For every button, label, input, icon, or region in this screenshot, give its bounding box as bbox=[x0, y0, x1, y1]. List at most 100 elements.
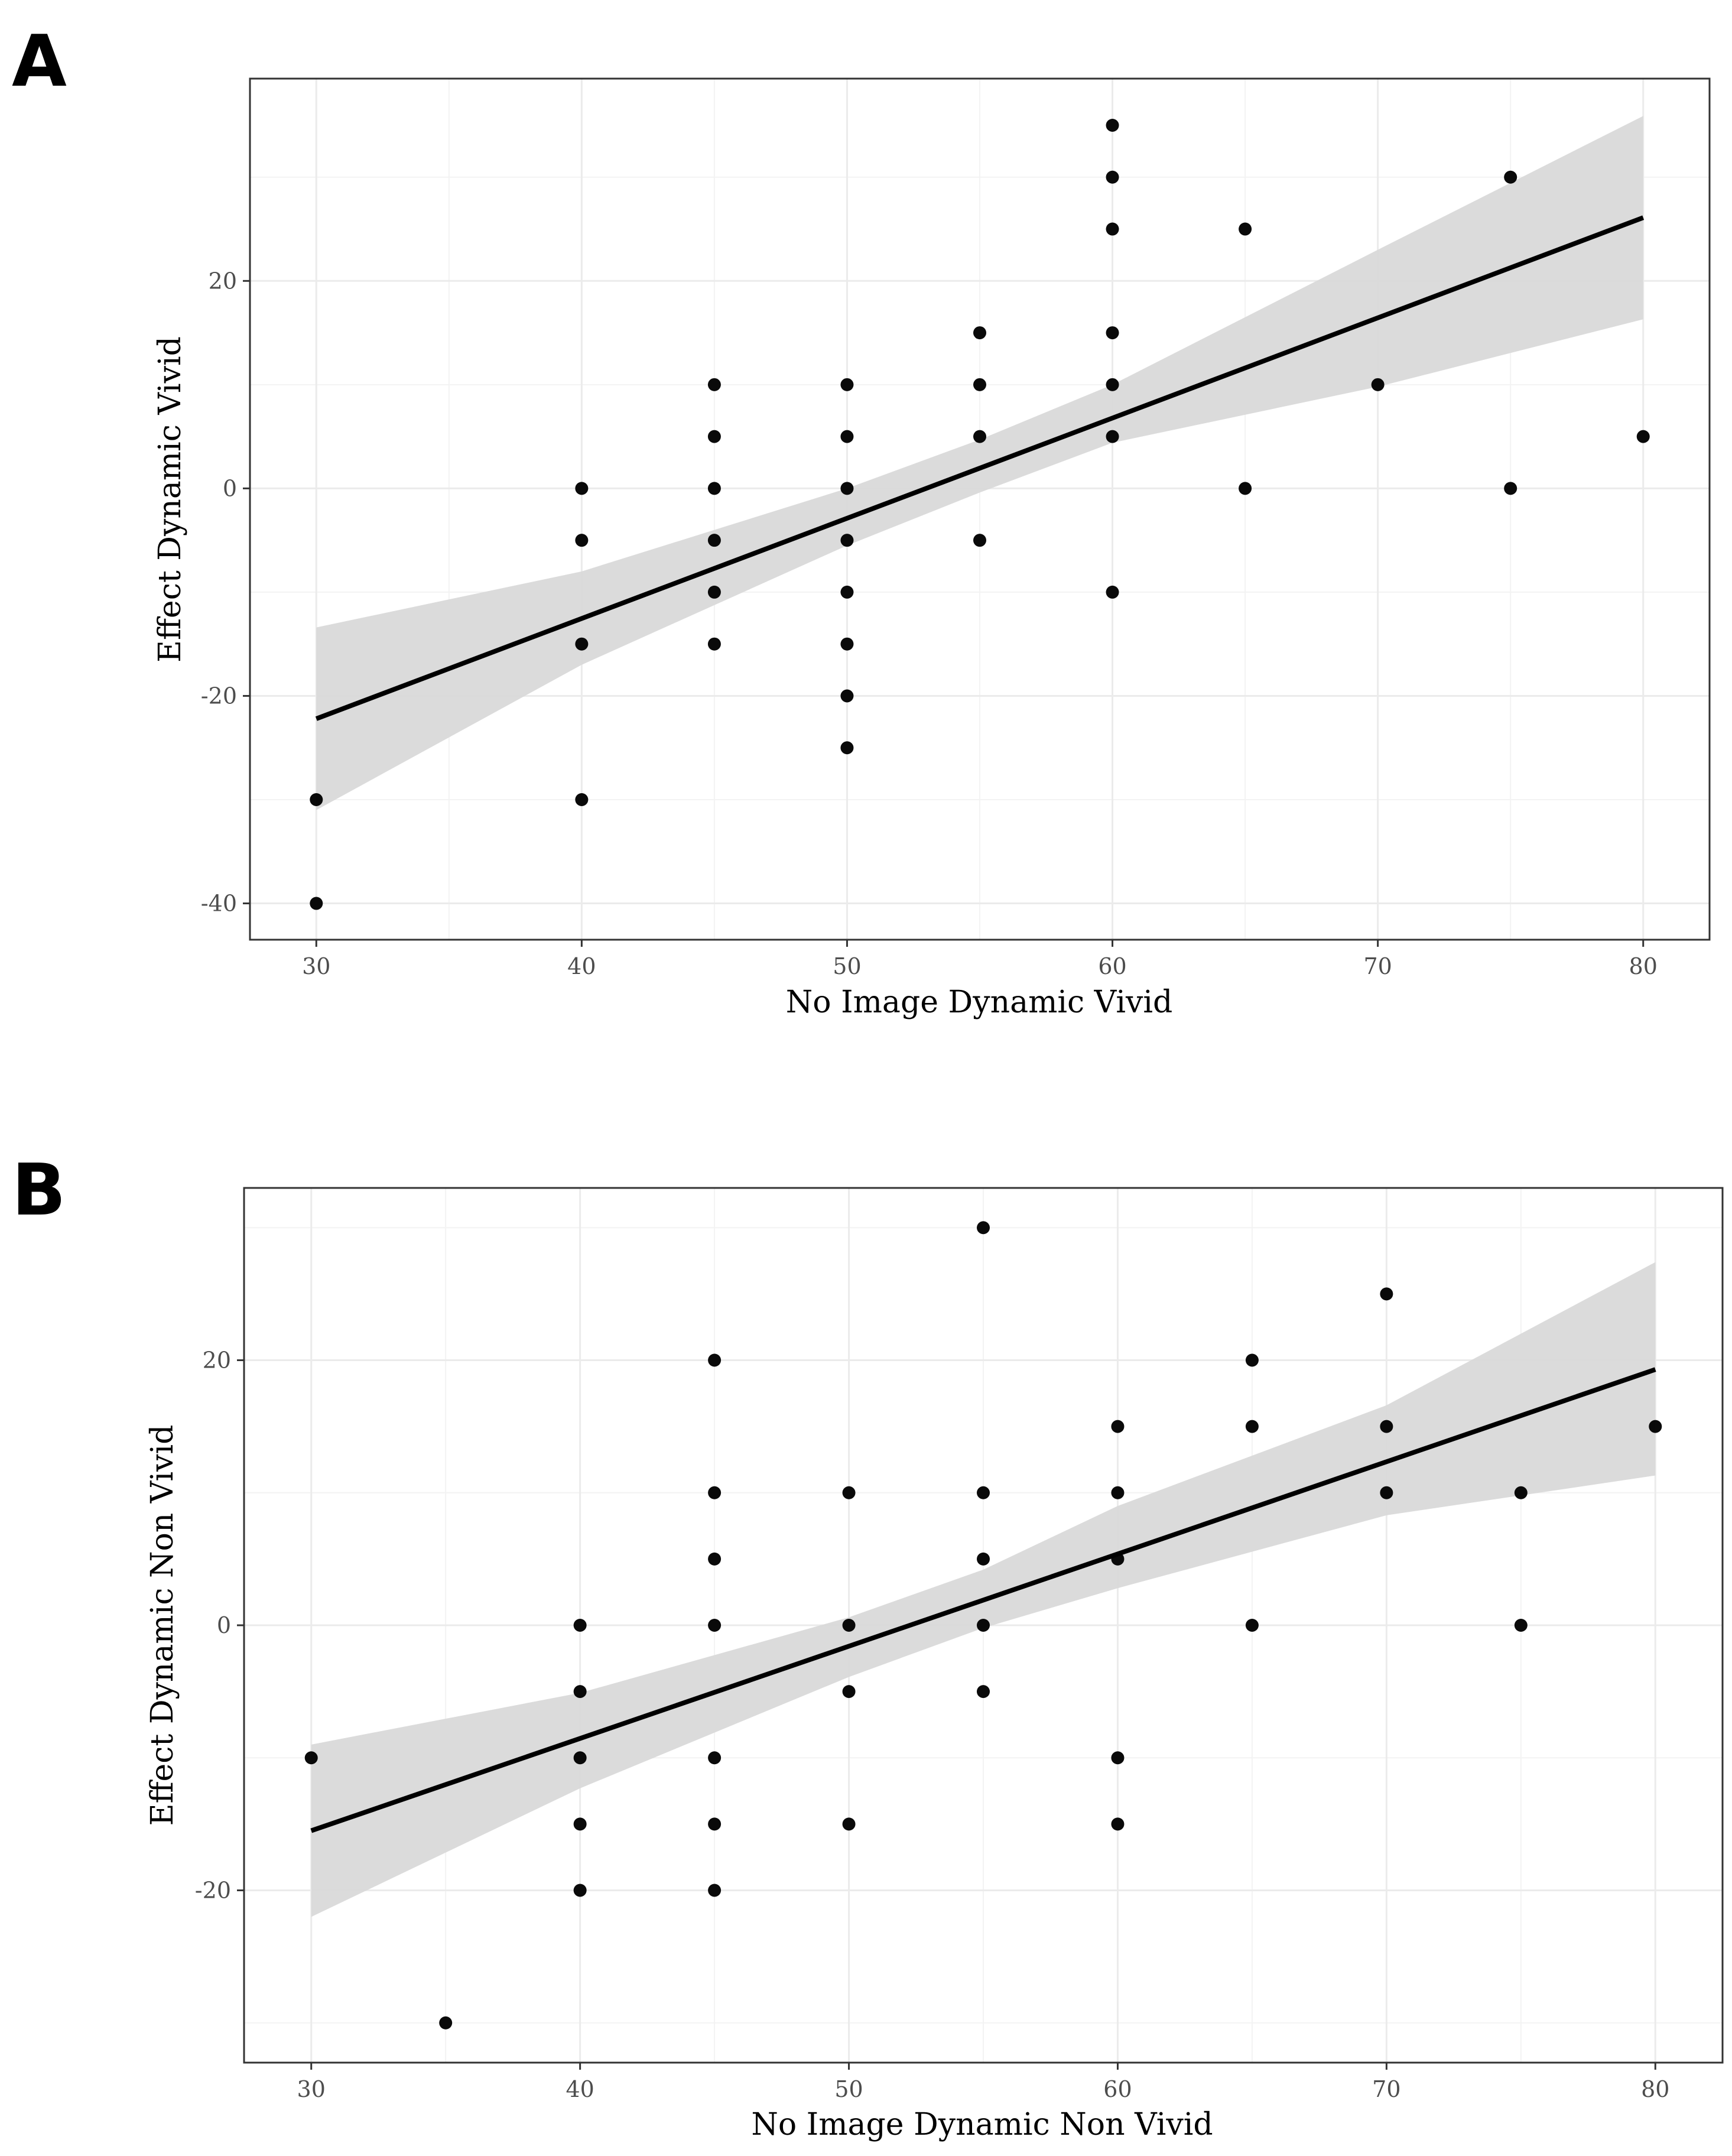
y-tick-label: -20 bbox=[201, 683, 237, 709]
data-point bbox=[842, 1486, 856, 1499]
x-tick-label: 40 bbox=[566, 2076, 594, 2102]
y-tick-label: -40 bbox=[201, 891, 237, 917]
data-point bbox=[977, 1619, 990, 1632]
data-point bbox=[1514, 1486, 1528, 1499]
data-point bbox=[1380, 1420, 1393, 1433]
data-point bbox=[840, 585, 854, 599]
data-point bbox=[708, 1751, 722, 1765]
panel-letter-b: B bbox=[12, 1150, 66, 1232]
x-tick-label: 80 bbox=[1641, 2076, 1669, 2102]
data-point bbox=[708, 1884, 722, 1897]
data-point bbox=[840, 482, 854, 495]
data-point bbox=[439, 2016, 453, 2030]
regression-line bbox=[315, 215, 1645, 721]
data-point bbox=[1380, 1486, 1393, 1499]
data-point bbox=[842, 1619, 856, 1632]
data-point bbox=[573, 1817, 587, 1831]
data-point bbox=[707, 482, 721, 495]
data-point bbox=[840, 741, 854, 755]
data-point bbox=[1106, 430, 1119, 443]
data-point bbox=[707, 378, 721, 391]
y-tick-label: 20 bbox=[203, 1348, 231, 1374]
panel-a: A 30 40 50 60 70 80 -40 -20 0 20 No Image Dynamic… bbox=[12, 21, 1711, 1020]
plot-area-b: 30 40 50 60 70 80 -20 0 20 bbox=[195, 1187, 1724, 2102]
confidence-band bbox=[316, 116, 1643, 810]
plot-area-a: 30 40 50 60 70 80 -40 -20 0 20 bbox=[201, 77, 1711, 979]
panel-letter-a: A bbox=[12, 21, 67, 103]
x-tick-label: 60 bbox=[1103, 2076, 1132, 2102]
regression-line bbox=[310, 1367, 1656, 1833]
data-point bbox=[573, 1751, 587, 1765]
x-tick-label: 70 bbox=[1372, 2076, 1400, 2102]
data-point bbox=[573, 1619, 587, 1632]
data-point bbox=[1504, 482, 1517, 495]
confidence-band bbox=[311, 1262, 1656, 1917]
data-point bbox=[1106, 170, 1119, 184]
data-point bbox=[575, 482, 589, 495]
data-point bbox=[973, 534, 986, 547]
data-point bbox=[1111, 1751, 1125, 1765]
data-point bbox=[977, 1221, 990, 1235]
x-tick-label: 70 bbox=[1363, 953, 1392, 979]
data-point bbox=[707, 637, 721, 651]
data-point bbox=[1371, 378, 1385, 391]
y-tick-label: 0 bbox=[223, 475, 237, 501]
data-point bbox=[1111, 1817, 1125, 1831]
y-axis-title-b: Effect Dynamic Non Vivid bbox=[145, 1425, 180, 1826]
data-point bbox=[575, 534, 589, 547]
data-point bbox=[973, 326, 986, 340]
x-tick-label: 50 bbox=[834, 2076, 863, 2102]
data-point bbox=[1111, 1486, 1125, 1499]
y-tick-label: -20 bbox=[195, 1877, 231, 1903]
data-point bbox=[973, 430, 986, 443]
data-point bbox=[1111, 1420, 1125, 1433]
data-point bbox=[310, 897, 323, 910]
data-point bbox=[1106, 585, 1119, 599]
data-point bbox=[575, 793, 589, 807]
data-point bbox=[1245, 1353, 1259, 1367]
data-point bbox=[977, 1486, 990, 1499]
x-axis-title-a: No Image Dynamic Vivid bbox=[786, 985, 1173, 1020]
data-point bbox=[1504, 170, 1517, 184]
data-point bbox=[708, 1619, 722, 1632]
x-tick-label: 40 bbox=[567, 953, 596, 979]
data-point bbox=[1106, 222, 1119, 236]
data-point bbox=[707, 430, 721, 443]
data-point bbox=[708, 1817, 722, 1831]
data-point bbox=[1245, 1619, 1259, 1632]
x-tick-label: 80 bbox=[1629, 953, 1658, 979]
data-point bbox=[707, 585, 721, 599]
panel-b: B 30 40 50 60 70 80 -20 0 20 No Image Dynamic No… bbox=[12, 1150, 1724, 2142]
x-tick-label: 30 bbox=[297, 2076, 326, 2102]
data-point bbox=[842, 1685, 856, 1699]
data-point bbox=[1106, 118, 1119, 132]
data-point bbox=[1514, 1619, 1528, 1632]
data-point bbox=[304, 1751, 318, 1765]
data-point bbox=[575, 637, 589, 651]
data-point bbox=[973, 378, 986, 391]
x-tick-label: 30 bbox=[302, 953, 330, 979]
plot-border bbox=[249, 77, 1711, 941]
data-point bbox=[573, 1685, 587, 1699]
data-point bbox=[840, 378, 854, 391]
data-point bbox=[977, 1552, 990, 1566]
data-point bbox=[840, 689, 854, 703]
data-point bbox=[1245, 1420, 1259, 1433]
data-point bbox=[707, 534, 721, 547]
data-point bbox=[840, 637, 854, 651]
data-point bbox=[1239, 222, 1252, 236]
data-point bbox=[573, 1884, 587, 1897]
x-axis-title-b: No Image Dynamic Non Vivid bbox=[751, 2107, 1213, 2142]
data-point bbox=[1380, 1287, 1393, 1301]
data-point bbox=[1239, 482, 1252, 495]
data-point bbox=[708, 1552, 722, 1566]
data-point bbox=[708, 1486, 722, 1499]
data-point bbox=[977, 1685, 990, 1699]
x-tick-label: 60 bbox=[1098, 953, 1126, 979]
data-point bbox=[1649, 1420, 1662, 1433]
data-point bbox=[1636, 430, 1650, 443]
data-point bbox=[840, 534, 854, 547]
data-point bbox=[708, 1353, 722, 1367]
y-tick-label: 20 bbox=[209, 268, 237, 294]
